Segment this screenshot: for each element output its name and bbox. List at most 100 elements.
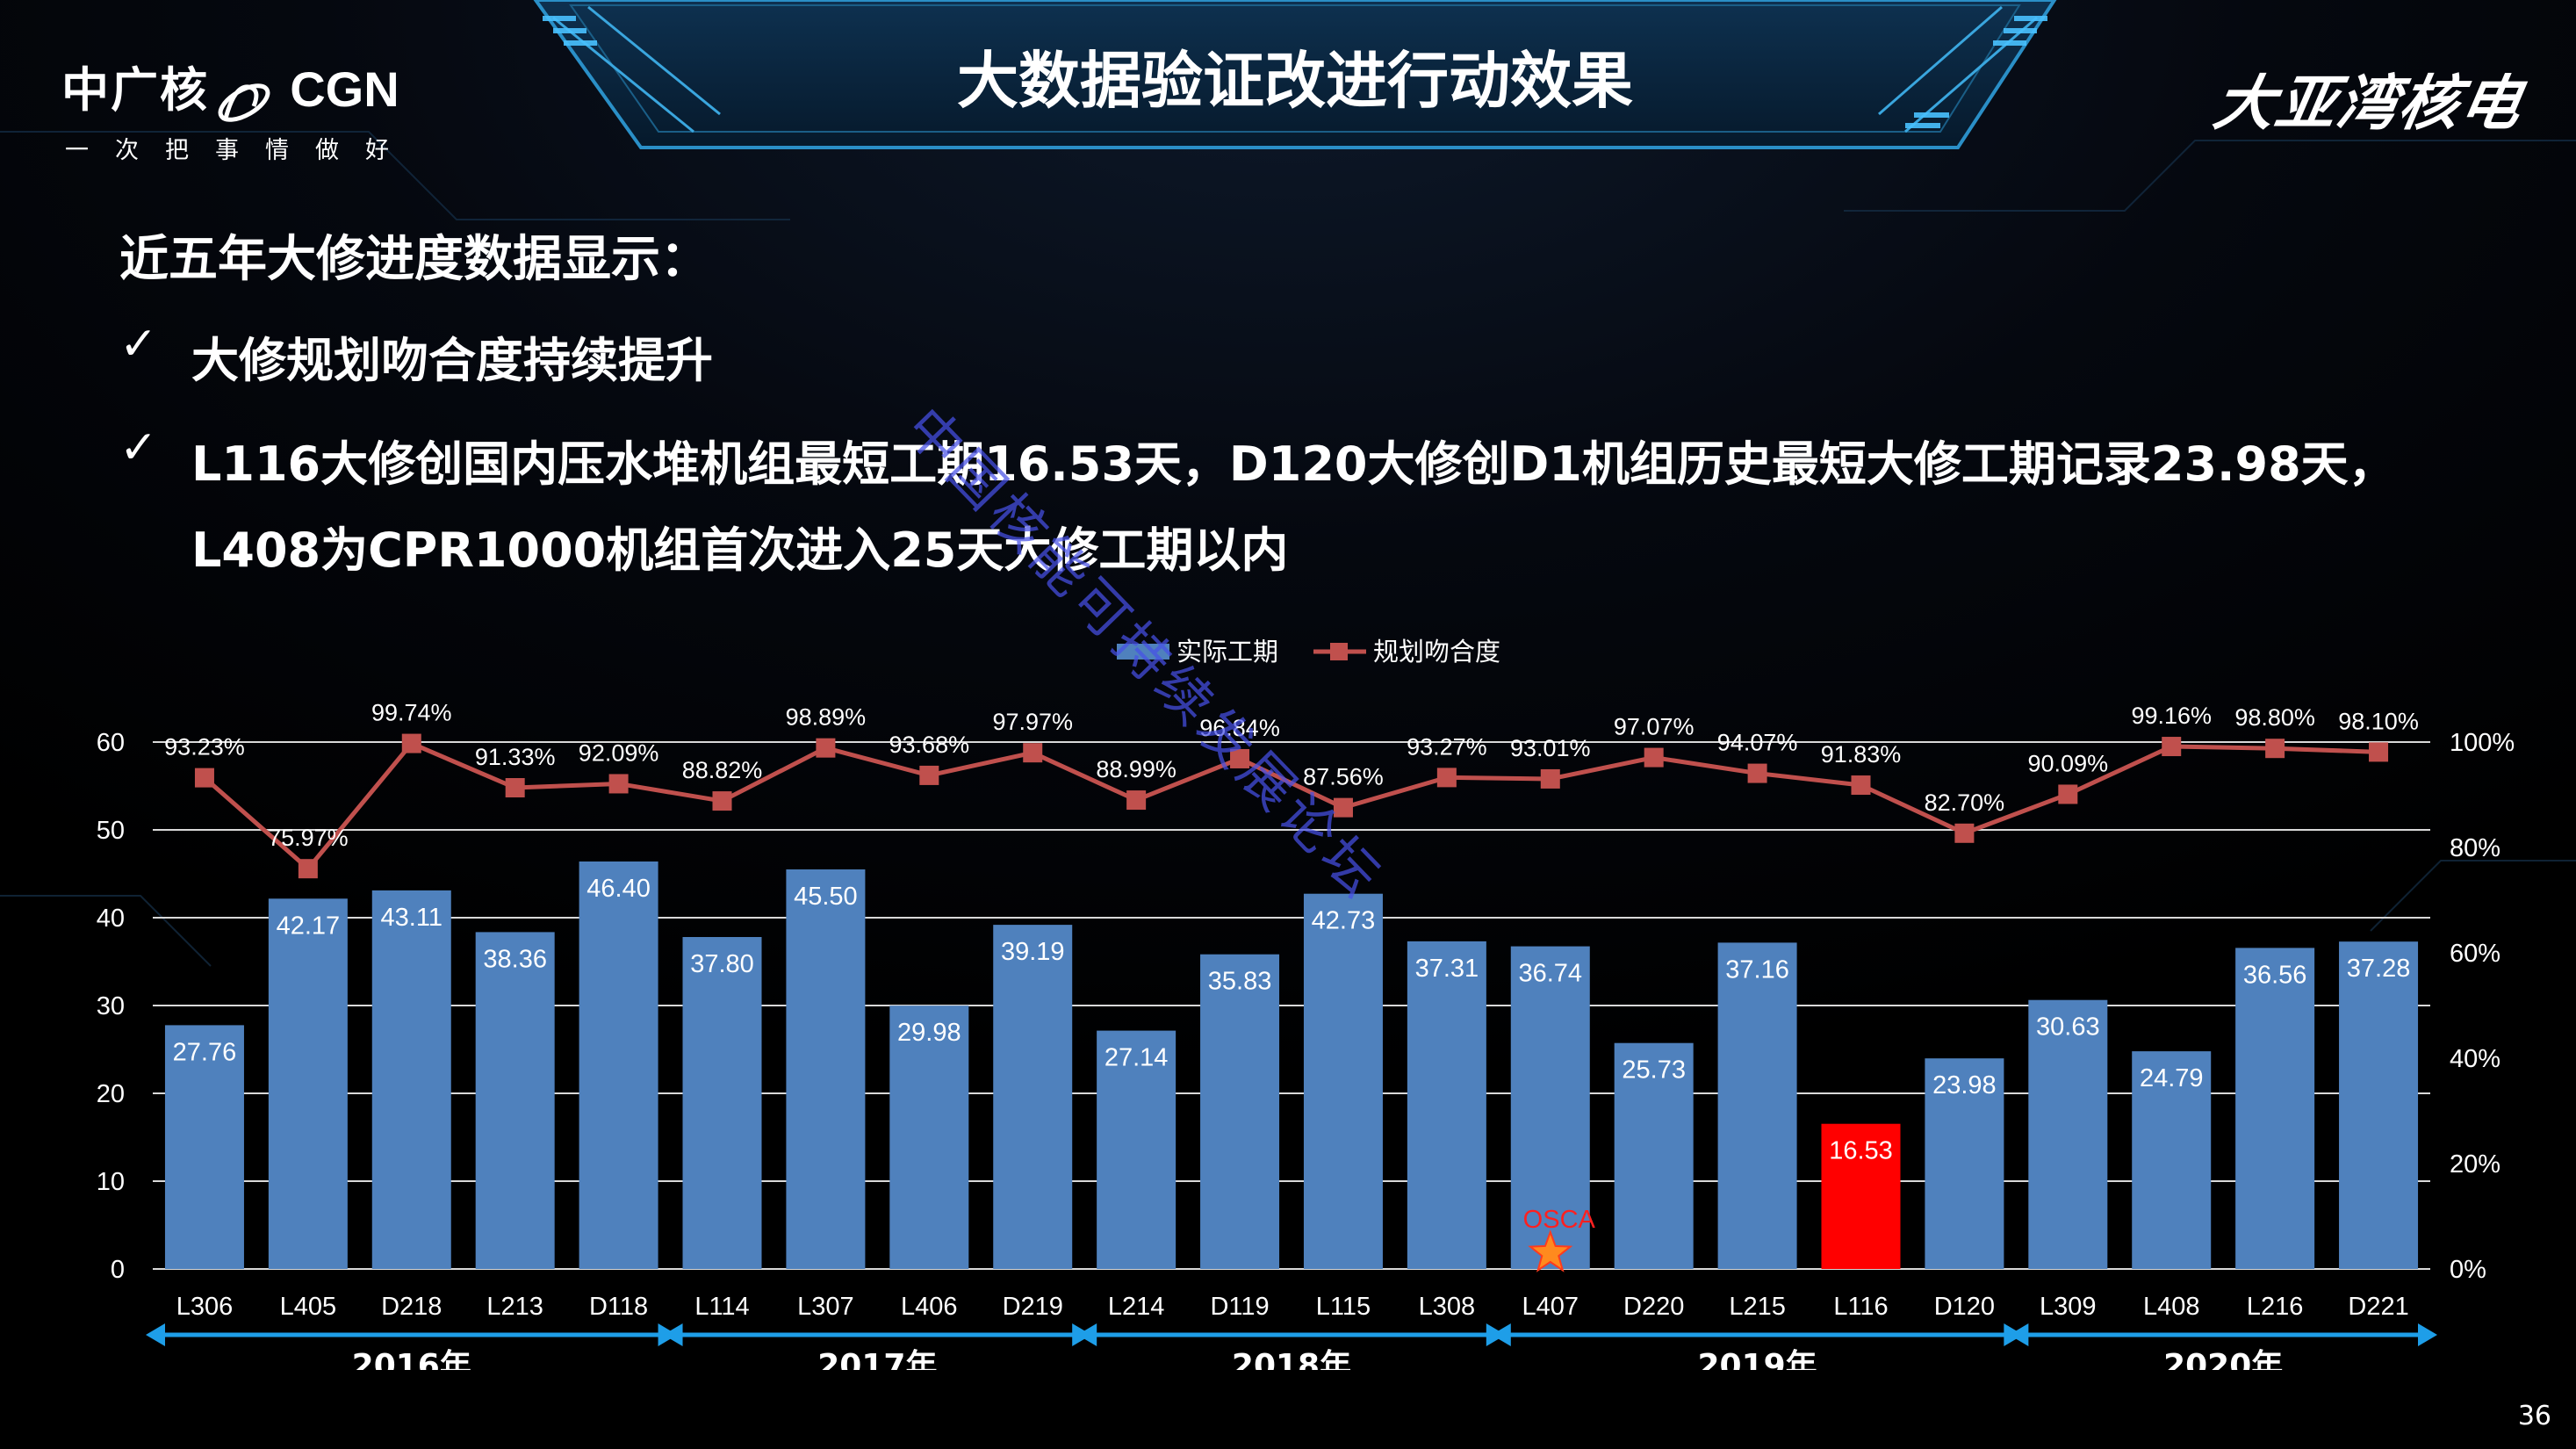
bar [2235, 948, 2315, 1269]
line-value-label: 90.09% [2028, 750, 2109, 776]
bar [1407, 941, 1486, 1269]
cgn-logo-english: CGN [290, 61, 399, 117]
x-tick-label: L213 [486, 1293, 543, 1321]
line-value-label: 91.33% [475, 744, 556, 770]
legend-line-marker [1330, 643, 1348, 660]
line-point [1230, 748, 1250, 768]
osca-annotation-label: OSCA [1523, 1206, 1596, 1234]
x-tick-label: L214 [1108, 1293, 1165, 1321]
line-point [1023, 743, 1043, 763]
y-right-tick-label: 20% [2450, 1150, 2500, 1179]
line-point [1851, 775, 1871, 796]
year-label: 2019年 [1697, 1348, 1817, 1370]
y-left-tick-label: 50 [97, 817, 125, 845]
y-left-tick-label: 0 [111, 1256, 125, 1284]
bar [1200, 954, 1280, 1269]
line-point [608, 774, 629, 794]
line-point [712, 791, 732, 811]
line-point [1333, 797, 1353, 818]
bar [1097, 1030, 1176, 1269]
year-label: 2016年 [352, 1348, 471, 1370]
bar-value-label: 37.28 [2347, 955, 2411, 983]
y-left-tick-label: 20 [97, 1080, 125, 1108]
line-value-label: 99.74% [371, 700, 452, 726]
outage-duration-chart: 0 10 20 30 40 50 60 0% 20% 40% 60% 80% 100% 27.76 42.1… [97, 637, 2515, 1370]
bar [2132, 1051, 2212, 1269]
bar-value-label: 29.98 [897, 1019, 961, 1047]
x-tick-label: D119 [1210, 1293, 1269, 1321]
line-value-label: 93.27% [1407, 733, 1487, 760]
bar-value-label: 38.36 [483, 945, 547, 973]
x-tick-label: L116 [1833, 1293, 1888, 1321]
y-right-tick-label: 100% [2450, 729, 2515, 757]
year-label: 2017年 [817, 1348, 937, 1370]
cgn-logo-chinese: 中广核 [61, 61, 209, 118]
bar-value-label: 25.73 [1622, 1056, 1686, 1085]
line-value-label: 97.97% [992, 709, 1073, 735]
bullet-2-line-1: L116大修创国内压水堆机组最短工期16.53天，D120大修创D1机组历史最短… [191, 436, 2396, 492]
dayawan-logo: 大亚湾核电 [2208, 68, 2529, 139]
y-right-tick-label: 80% [2450, 834, 2500, 862]
x-tick-label: L405 [280, 1293, 337, 1321]
y-left-tick-label: 60 [97, 729, 125, 757]
y-right-tick-label: 40% [2450, 1045, 2500, 1073]
line-point [1644, 747, 1664, 768]
line-value-label: 97.07% [1614, 714, 1695, 740]
bar [889, 1006, 969, 1269]
line-value-label: 88.99% [1096, 756, 1176, 782]
bar [164, 1025, 244, 1269]
line-value-label: 75.97% [268, 825, 349, 851]
cgn-logo: 中广核 CGN 一次把事情做好 [61, 51, 415, 165]
line-point [505, 778, 525, 798]
line-value-label: 92.09% [579, 739, 659, 766]
line-value-label: 82.70% [1925, 789, 2005, 816]
line-value-label: 87.56% [1303, 764, 1384, 790]
x-tick-label: D221 [2348, 1293, 2408, 1321]
arrow-left-icon [1491, 1323, 1511, 1346]
check-icon: ✓ [119, 318, 158, 371]
bar-value-label: 36.56 [2243, 961, 2307, 989]
x-tick-label: L308 [1419, 1293, 1476, 1321]
arrow-left-icon [146, 1323, 165, 1346]
line-value-label: 93.01% [1510, 735, 1591, 761]
osca-star-icon [1528, 1229, 1573, 1272]
bar-value-label: 37.31 [1415, 955, 1479, 983]
x-tick-label: D118 [589, 1293, 648, 1321]
x-tick-label: L408 [2143, 1293, 2200, 1321]
bar [579, 861, 658, 1269]
x-tick-label: L307 [797, 1293, 854, 1321]
bar-value-label: 30.63 [2036, 1013, 2100, 1042]
bar-value-label: 27.14 [1105, 1044, 1169, 1072]
cgn-atom-icon [218, 83, 270, 122]
check-icon: ✓ [119, 422, 158, 474]
bar-value-label: 42.73 [1312, 907, 1376, 935]
y-left-tick-label: 30 [97, 992, 125, 1020]
bar-value-label: 23.98 [1932, 1071, 1997, 1099]
line-point [2265, 739, 2285, 759]
bar-value-label: 39.19 [1001, 938, 1065, 966]
line-value-label: 93.23% [164, 734, 245, 761]
line-value-label: 91.83% [1821, 741, 1902, 768]
x-tick-label: D120 [1934, 1293, 1995, 1321]
line-point [298, 859, 318, 879]
bullet-2-line-2: L408为CPR1000机组首次进入25天大修工期以内 [191, 523, 1289, 578]
line-point [816, 738, 836, 758]
title-banner [533, 0, 2057, 149]
legend-line-label: 规划吻合度 [1373, 637, 1500, 667]
bar [2339, 941, 2419, 1269]
line-point [1436, 768, 1457, 788]
content-heading: 近五年大修进度数据显示： [119, 231, 709, 288]
x-tick-label: L306 [176, 1293, 234, 1321]
y-left-tick-label: 10 [97, 1168, 125, 1196]
x-tick-label: L115 [1316, 1293, 1371, 1321]
bar-value-label: 24.79 [2140, 1064, 2204, 1092]
x-tick-label: D219 [1003, 1293, 1063, 1321]
legend-bar-label: 实际工期 [1176, 637, 1278, 667]
y-left-tick-label: 40 [97, 905, 125, 933]
line-value-label: 98.89% [786, 704, 867, 731]
bar-value-label: 36.74 [1518, 960, 1582, 988]
line-value-label: 98.80% [2234, 704, 2315, 731]
x-tick-label: L114 [694, 1293, 749, 1321]
y-right-tick-label: 0% [2450, 1256, 2486, 1284]
bar [1510, 946, 1590, 1269]
